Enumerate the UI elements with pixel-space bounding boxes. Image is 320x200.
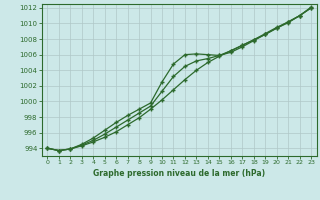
X-axis label: Graphe pression niveau de la mer (hPa): Graphe pression niveau de la mer (hPa) xyxy=(93,169,265,178)
